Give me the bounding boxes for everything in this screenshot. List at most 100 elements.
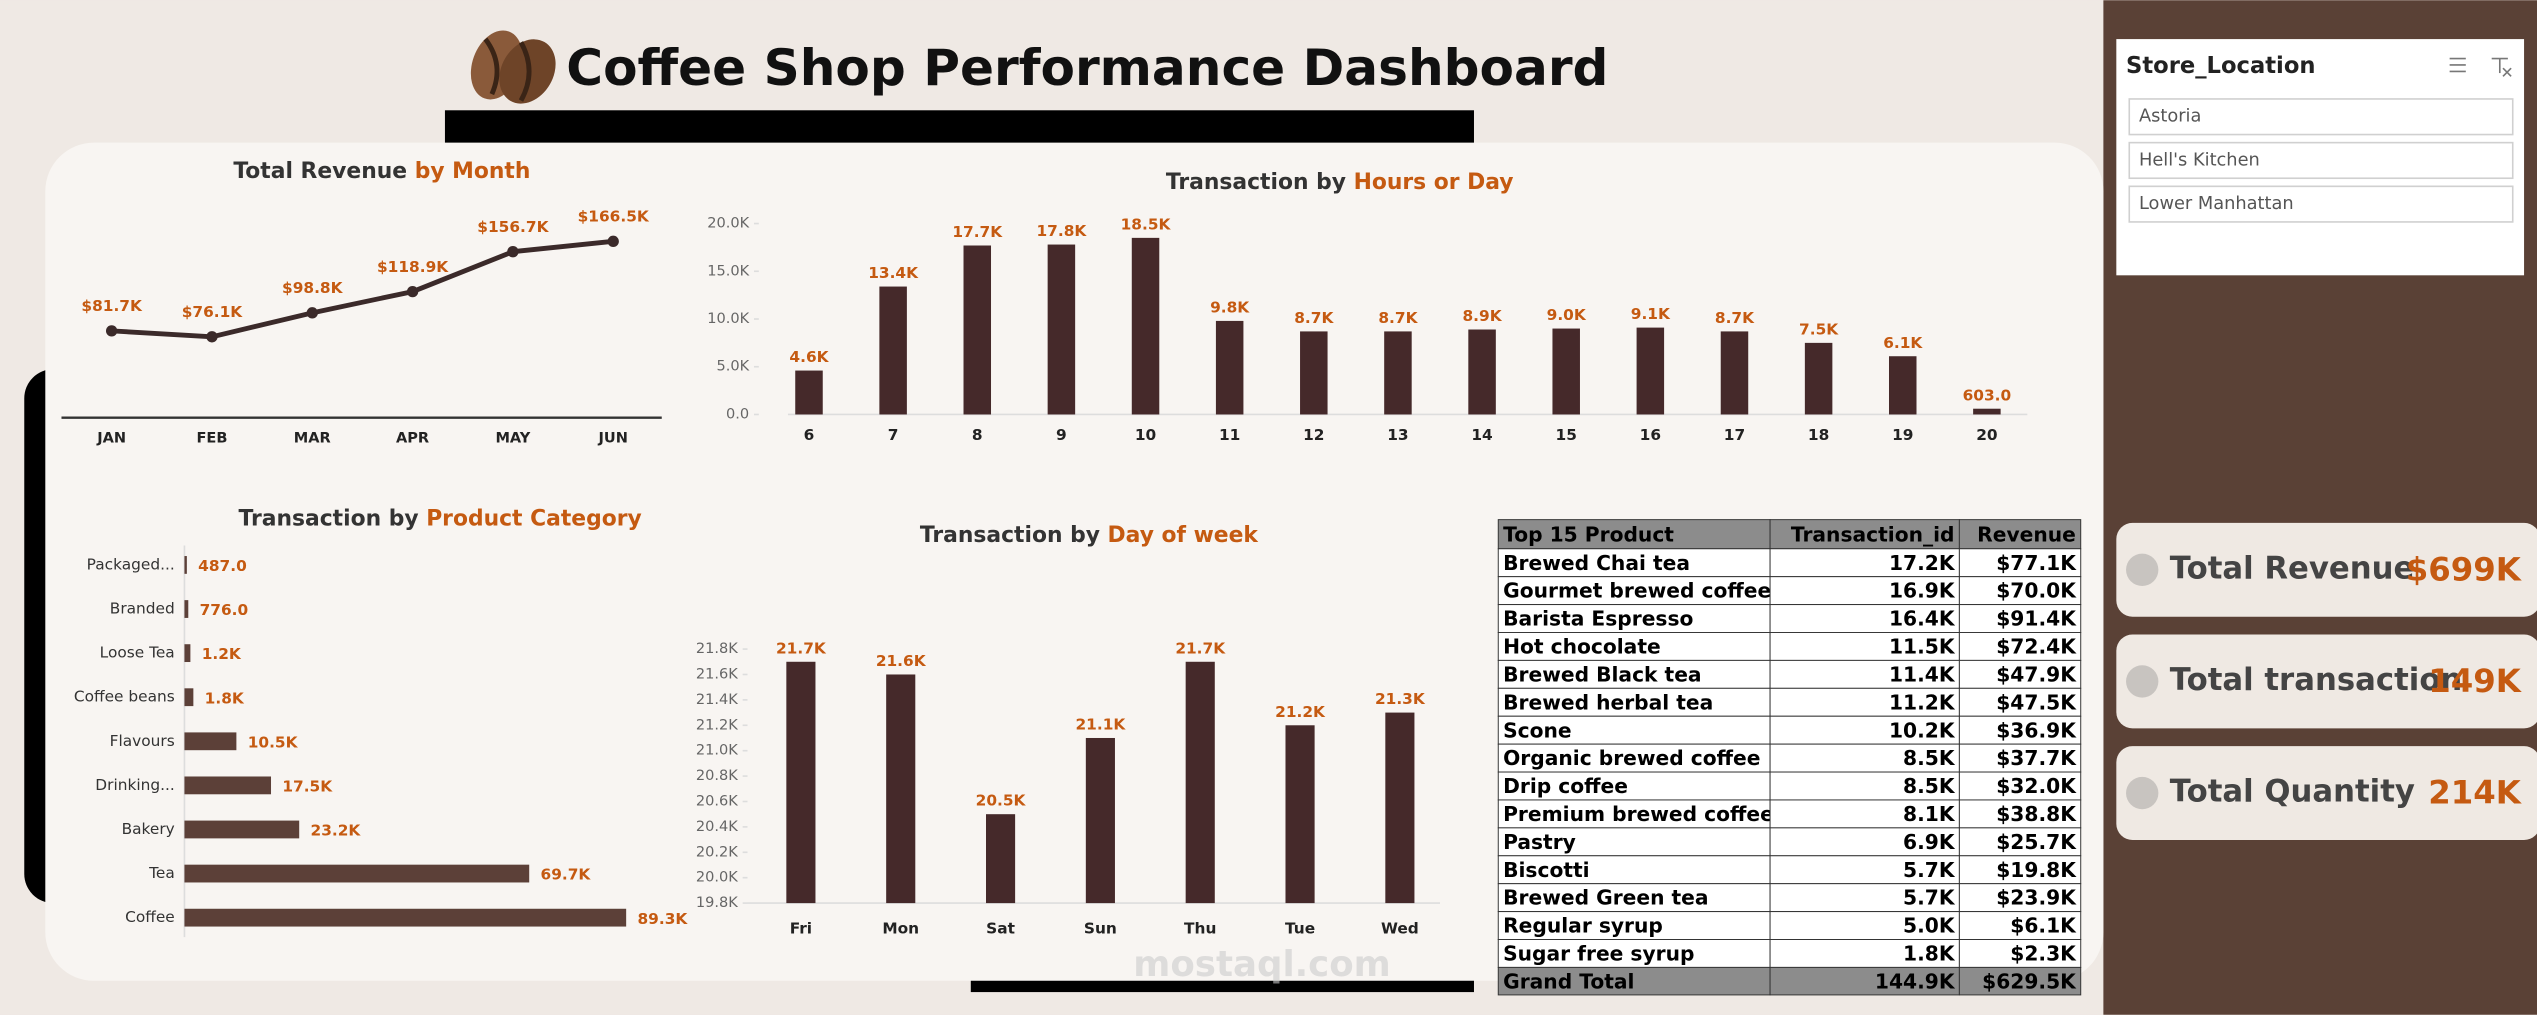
- data-label: 776.0: [200, 601, 249, 619]
- point: [507, 246, 519, 258]
- point: [306, 307, 318, 319]
- slicer-title: Store_Location: [2126, 53, 2315, 79]
- kpi-value: 149K: [2428, 662, 2523, 700]
- data-label: 89.3K: [637, 910, 688, 928]
- x-tick-label: Sun: [1084, 919, 1117, 937]
- y-tick-label: 15.0K: [707, 262, 749, 279]
- chart-title-main: Total Revenue: [233, 159, 414, 184]
- table-cell: [1958, 883, 2082, 913]
- table-cell-text: Drip coffee: [1503, 774, 1628, 798]
- data-label: 8.9K: [1463, 307, 1503, 325]
- y-tick-label: Bakery: [122, 820, 175, 838]
- data-label: 17.8K: [1036, 222, 1087, 240]
- x-tick-label: 7: [888, 426, 899, 444]
- table-cell-text: 10.2K: [1889, 718, 1956, 742]
- table-cell-text: 11.2K: [1889, 690, 1956, 714]
- table-cell-text: 6.9K: [1903, 830, 1956, 854]
- y-tick-label: 21.0K: [696, 742, 738, 759]
- y-tick-label: 21.8K: [696, 640, 738, 657]
- data-label: 487.0: [198, 557, 247, 575]
- watermark: mostaql.com: [1133, 944, 1391, 985]
- bar: [786, 661, 816, 904]
- data-label: 6.1K: [1883, 334, 1923, 352]
- x-tick-label: 19: [1892, 426, 1913, 444]
- data-label: 21.7K: [776, 639, 827, 657]
- data-label: 9.0K: [1547, 306, 1587, 324]
- table-cell: [1769, 911, 1960, 940]
- y-tick-label: Drinking...: [95, 776, 174, 794]
- y-tick-label: 21.2K: [696, 716, 738, 733]
- y-tick-label: 20.0K: [696, 869, 738, 886]
- data-label: 7.5K: [1799, 320, 1839, 338]
- table-cell-text: $37.7K: [1996, 746, 2077, 770]
- table-cell-text: Hot chocolate: [1503, 635, 1661, 659]
- table-cell: [1497, 715, 1771, 745]
- table-cell-text: Regular syrup: [1503, 914, 1663, 938]
- point: [105, 325, 118, 337]
- table-cell-text: 8.5K: [1903, 774, 1956, 798]
- table-header: Revenue: [1977, 522, 2076, 546]
- y-tick-label: 20.2K: [696, 843, 738, 860]
- table-cell: [1769, 743, 1960, 773]
- table-cell: [1497, 966, 1771, 996]
- table-cell: [1958, 687, 2082, 717]
- table-cell: [1958, 799, 2082, 829]
- data-label: 21.3K: [1375, 690, 1426, 708]
- table-cell: [1497, 576, 1771, 606]
- table-total: Grand Total: [1503, 969, 1634, 993]
- table-cell: [1497, 548, 1771, 578]
- data-label: $156.7K: [477, 218, 549, 236]
- slicer-item[interactable]: [2128, 185, 2514, 223]
- kpi-value: $699K: [2406, 550, 2523, 588]
- table-cell: [1769, 883, 1960, 913]
- data-label: 1.8K: [205, 689, 245, 707]
- x-tick-label: 11: [1219, 426, 1240, 444]
- x-tick-label: 17: [1724, 426, 1745, 444]
- data-label: 17.5K: [282, 778, 333, 796]
- table-cell-text: Brewed Green tea: [1503, 886, 1708, 910]
- y-tick-label: Loose Tea: [100, 644, 175, 662]
- data-label: 8.7K: [1378, 309, 1418, 327]
- slicer-item[interactable]: [2128, 98, 2514, 136]
- bar: [1047, 244, 1076, 415]
- bar: [184, 556, 187, 574]
- data-label: $81.7K: [81, 297, 143, 315]
- x-tick-label: 14: [1471, 426, 1492, 444]
- kpi-label: Total Revenue: [2170, 550, 2415, 586]
- bar: [1385, 712, 1415, 904]
- x-tick-label: 9: [1056, 426, 1067, 444]
- slicer-item[interactable]: [2128, 141, 2514, 180]
- x-tick-label: APR: [396, 430, 429, 447]
- y-tick-label: 5.0K: [716, 358, 749, 375]
- table-cell-text: Brewed herbal tea: [1503, 690, 1713, 714]
- y-tick-label: Flavours: [110, 732, 175, 750]
- table-cell-text: 5.0K: [1903, 914, 1956, 938]
- table-cell-text: $38.8K: [1996, 802, 2077, 826]
- line: [111, 238, 614, 340]
- bar: [1131, 237, 1160, 415]
- table-cell: [1769, 687, 1960, 717]
- table-cell-text: 8.5K: [1903, 746, 1956, 770]
- kpi-label: Total transaction: [2170, 662, 2463, 698]
- bar: [1285, 725, 1315, 904]
- x-tick-label: JUN: [598, 430, 628, 447]
- table-cell-text: $2.3K: [2010, 942, 2077, 966]
- table-cell-text: $23.9K: [1996, 886, 2077, 910]
- bar: [1973, 408, 2001, 415]
- table-cell-text: 17.2K: [1889, 551, 1956, 575]
- chart-title: Transaction by Product Category: [238, 507, 641, 532]
- data-label: 8.7K: [1715, 309, 1755, 327]
- data-label: 603.0: [1963, 386, 2012, 404]
- bar: [184, 600, 189, 618]
- data-label: 23.2K: [311, 822, 362, 840]
- data-label: 10.5K: [248, 733, 299, 751]
- table-cell: [1497, 743, 1771, 773]
- y-tick-label: 20.6K: [696, 792, 738, 809]
- y-tick-label: Branded: [110, 600, 175, 618]
- data-label: 20.5K: [976, 792, 1027, 810]
- x-tick-label: 10: [1135, 426, 1156, 444]
- table-cell-text: Sugar free syrup: [1503, 942, 1694, 966]
- table-cell-text: $32.0K: [1996, 774, 2077, 798]
- bar: [985, 814, 1016, 904]
- table-cell-text: 5.7K: [1903, 858, 1956, 882]
